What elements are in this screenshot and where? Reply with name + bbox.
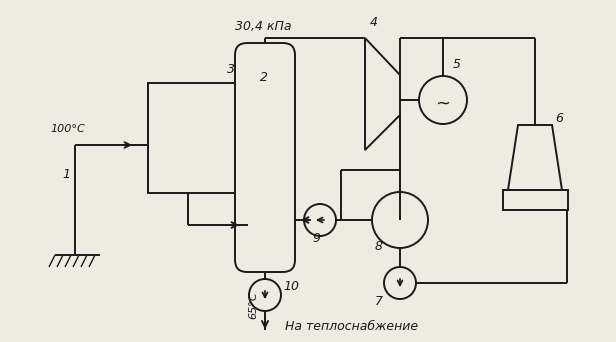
Text: 6: 6: [555, 112, 563, 125]
Text: 10: 10: [283, 280, 299, 293]
Bar: [503, 190, 568, 210]
Text: 100°С: 100°С: [50, 124, 85, 134]
Text: На теплоснабжение: На теплоснабжение: [285, 320, 418, 333]
Text: 7: 7: [375, 295, 383, 308]
Text: 9: 9: [312, 232, 320, 245]
Text: 5: 5: [453, 58, 461, 71]
Text: 8: 8: [375, 240, 383, 253]
Text: 2: 2: [260, 71, 268, 84]
Text: 65°С: 65°С: [248, 291, 258, 319]
Text: 1: 1: [62, 168, 70, 181]
FancyBboxPatch shape: [235, 43, 295, 272]
Text: 30,4 кПа: 30,4 кПа: [235, 20, 291, 33]
Text: 4: 4: [370, 16, 378, 29]
Bar: [148, 83, 258, 193]
Text: ~: ~: [436, 95, 450, 113]
Text: 3: 3: [227, 63, 235, 76]
